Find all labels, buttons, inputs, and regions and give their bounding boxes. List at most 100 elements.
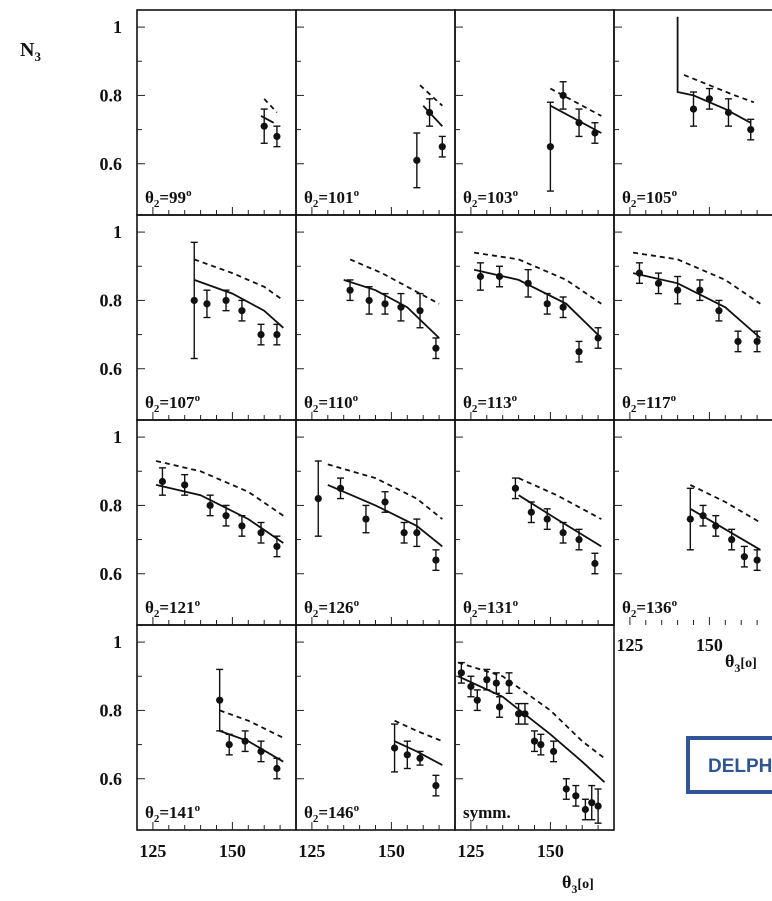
model-curve-dashed: [518, 477, 602, 520]
panel-label-value: =131: [477, 598, 512, 617]
data-point: [273, 330, 281, 339]
model-curve-solid: [676, 16, 752, 124]
y-tick-label: 0.8: [100, 85, 123, 105]
panel-frame: [613, 214, 772, 420]
panel-13: θ2=141o: [136, 624, 297, 831]
panel-label-sup: o: [186, 187, 192, 199]
panel-label-base: θ: [145, 188, 154, 207]
panel-content: [155, 460, 284, 558]
panel-label-base: symm.: [463, 803, 511, 822]
panel-label: θ2=117o: [622, 392, 677, 415]
panel-content: [190, 241, 284, 360]
panel-label-sub: 2: [313, 608, 319, 620]
data-point: [511, 484, 520, 492]
data-point: [705, 95, 714, 103]
panel-label-value: =99: [159, 188, 186, 207]
y-tick-label: 0.8: [100, 700, 123, 720]
panel-ticks: [614, 26, 758, 215]
data-point: [413, 156, 421, 164]
model-curve-dashed: [419, 84, 443, 107]
x-tick-label: 150: [696, 635, 723, 655]
model-curve-solid: [260, 115, 275, 124]
panel-label-value: =117: [636, 393, 671, 412]
panel-label-sup: o: [512, 392, 518, 404]
panel-label-sup: o: [671, 392, 677, 404]
panel-ticks: [455, 641, 599, 830]
data-point: [400, 529, 408, 537]
y-tick-labels: 1 0.8 0.6 1 0.8 0.6 1 0.8 0.6 1 0.8 0.6: [100, 17, 123, 789]
y-tick-label: 0.8: [100, 495, 123, 515]
panel-label-sup: o: [354, 597, 360, 609]
panel-label-value: =103: [477, 188, 512, 207]
panel-label-sub: 2: [472, 403, 478, 415]
x-axis-title: θ3[o]: [562, 872, 594, 896]
data-point: [225, 740, 233, 749]
panel-label-sub: 2: [313, 403, 319, 415]
data-point: [654, 279, 663, 287]
panel-content: [343, 258, 440, 360]
panel-label-sub: 2: [313, 813, 319, 825]
data-point: [699, 512, 707, 520]
panel-label-base: θ: [304, 598, 313, 617]
delphi-badge: DELPHI: [686, 736, 772, 794]
y-tick-label: 0.6: [100, 359, 123, 379]
panel-ticks: [296, 231, 440, 420]
x-tick-label: 125: [139, 841, 166, 861]
panel-content: [632, 251, 761, 353]
panel-11: θ2=131o: [454, 419, 615, 626]
panel-frame: [136, 9, 297, 216]
data-point: [728, 535, 736, 544]
panel-2: θ2=101o: [295, 9, 456, 216]
y-tick-label: 1: [113, 17, 122, 37]
panel-frame: [136, 419, 297, 626]
panel-label-sup: o: [195, 802, 201, 814]
panel-6: θ2=110o: [295, 214, 456, 421]
panel-content: [546, 81, 602, 192]
data-point: [575, 119, 583, 127]
data-point: [216, 696, 224, 704]
model-curve-dashed: [263, 98, 278, 114]
data-point: [365, 296, 373, 305]
panel-label: θ2=136o: [622, 597, 678, 620]
panel-ticks: [137, 641, 281, 830]
y-tick-label: 1: [113, 427, 122, 447]
panel-label-sup: o: [354, 187, 360, 199]
panel-label-value: =126: [318, 598, 353, 617]
panel-label: symm.: [463, 803, 511, 822]
model-curve-solid: [327, 484, 443, 548]
data-point: [432, 781, 440, 790]
panel-ticks: [137, 26, 281, 215]
data-point: [530, 737, 539, 745]
model-curve-dashed: [327, 463, 443, 520]
data-point: [559, 529, 567, 537]
model-curve-dashed: [457, 661, 606, 760]
data-point: [473, 696, 481, 704]
panel-label-value: =136: [636, 598, 671, 617]
panel-label-base: θ: [463, 393, 472, 412]
data-point: [575, 535, 583, 544]
data-point: [257, 330, 265, 339]
model-curve-solid: [422, 105, 443, 127]
panel-ticks: [137, 231, 281, 420]
panel-8: θ2=117o: [613, 214, 772, 421]
model-curve-solid: [473, 268, 602, 339]
data-point: [712, 522, 720, 530]
panel-10: θ2=126o: [295, 419, 456, 626]
model-curve-solid: [343, 279, 440, 339]
data-point: [397, 303, 405, 311]
data-point: [753, 337, 761, 346]
panel-label: θ2=121o: [145, 597, 201, 620]
panel-label-sup: o: [672, 187, 678, 199]
panel-7: θ2=113o: [454, 214, 615, 421]
data-point: [635, 269, 644, 277]
panel-frame: [136, 624, 297, 831]
model-curve-dashed: [473, 251, 602, 305]
data-point: [734, 337, 742, 346]
x-tick-label: 150: [378, 841, 405, 861]
panel-label-base: θ: [463, 598, 472, 617]
panel-ticks: [455, 231, 599, 420]
model-curve-solid: [632, 272, 761, 339]
panel-content: [413, 84, 446, 189]
panel-frame: [454, 9, 615, 216]
panel-label-value: =107: [159, 393, 195, 412]
